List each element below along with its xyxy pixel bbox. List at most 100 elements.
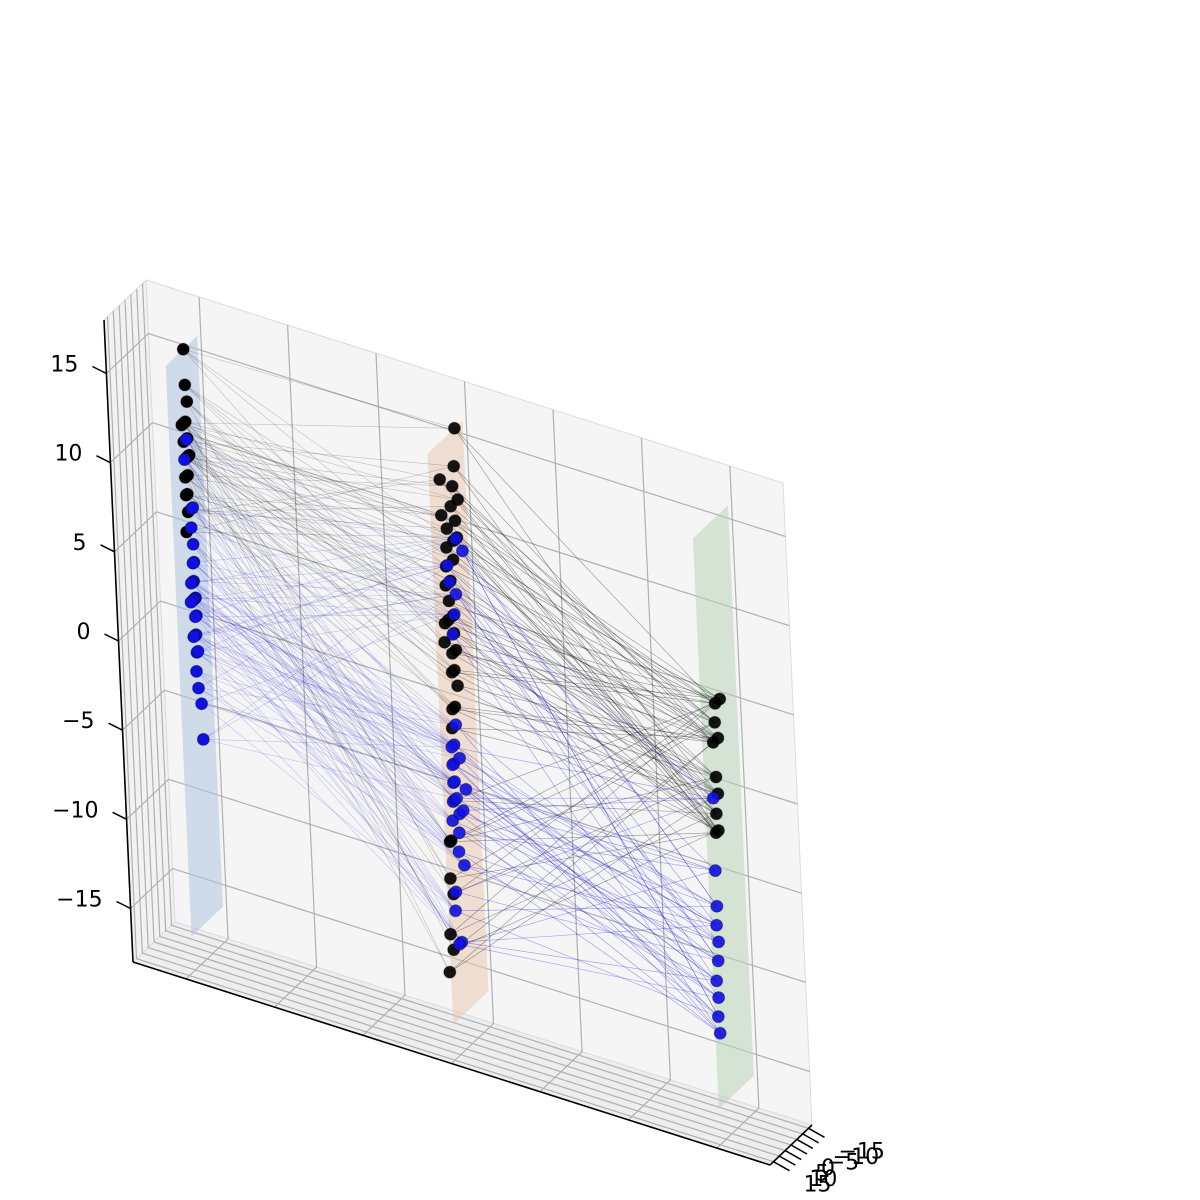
link-line (451, 672, 717, 815)
link-line (192, 581, 455, 782)
y-grid-line (141, 283, 809, 1129)
scatter-point (449, 885, 463, 899)
link-line (186, 465, 454, 533)
link-line (450, 813, 717, 935)
link-line (453, 742, 714, 951)
link-line (183, 349, 454, 542)
link-line (186, 438, 451, 973)
scatter-point (447, 421, 461, 435)
y-tick-mark (802, 1133, 820, 1144)
link-line (196, 652, 460, 853)
scatter-point (444, 834, 458, 848)
link-line (446, 547, 720, 700)
link-line (456, 537, 714, 743)
link-line (445, 585, 719, 794)
link-line (465, 789, 717, 926)
link-line (191, 583, 453, 821)
link-line (444, 623, 717, 833)
scatter-point (452, 826, 466, 840)
link-line (185, 458, 451, 879)
scatter-point (440, 522, 454, 536)
link-line (457, 685, 719, 831)
scatter-point (175, 418, 189, 432)
link-line (448, 581, 717, 926)
link-line (463, 810, 719, 962)
link-line (203, 739, 457, 799)
link-line (184, 384, 446, 586)
x-grid-line (185, 296, 229, 980)
scatter-point (444, 927, 457, 941)
scatter-point (440, 558, 454, 572)
link-line (192, 563, 456, 912)
link-line (186, 457, 453, 710)
link-line (453, 540, 717, 814)
link-line (195, 597, 455, 615)
link-line (455, 594, 719, 962)
link-line (445, 585, 719, 739)
link-line (451, 486, 719, 739)
link-line (194, 598, 457, 799)
link-line (458, 851, 719, 943)
link-line (455, 724, 719, 943)
link-line (185, 439, 457, 595)
scatter-point (709, 807, 723, 821)
scatter-point (195, 697, 209, 711)
link-line (192, 562, 455, 615)
link-line (448, 600, 717, 833)
scatter-point (433, 473, 447, 486)
link-line (449, 722, 715, 842)
link-line (450, 580, 714, 743)
link-line (451, 698, 720, 841)
link-line (448, 619, 717, 778)
link-line (445, 566, 717, 814)
link-line (195, 597, 460, 759)
link-line (454, 781, 717, 926)
scatter-point (179, 433, 193, 446)
link-line (457, 685, 714, 743)
link-line (181, 424, 440, 480)
link-line (452, 615, 719, 794)
link-line (463, 797, 714, 811)
link-line (451, 486, 719, 794)
link-line (196, 671, 463, 943)
link-line (453, 763, 719, 943)
link-line (189, 454, 454, 616)
link-line (446, 528, 715, 723)
link-line (454, 781, 717, 926)
x-grid-line (627, 437, 672, 1121)
link-line (454, 669, 720, 700)
link-line (451, 486, 719, 794)
z-grid-line (105, 332, 786, 538)
scatter-point (713, 1026, 727, 1040)
scatter-point (449, 718, 463, 732)
link-line (441, 514, 716, 704)
link-line (187, 474, 453, 487)
link-line (453, 615, 718, 739)
link-line (454, 706, 718, 739)
link-line (464, 864, 717, 982)
link-line (184, 459, 465, 866)
link-line (454, 703, 716, 801)
link-line (198, 687, 456, 726)
link-line (183, 422, 451, 842)
link-line (191, 527, 455, 615)
link-line (452, 727, 719, 794)
correspondence-lines (181, 348, 721, 1034)
x-grid-line (539, 409, 583, 1093)
link-line (451, 746, 719, 962)
link-line (452, 801, 716, 871)
link-line (455, 891, 719, 962)
scatter-point (459, 782, 473, 796)
link-line (196, 565, 448, 635)
scatter-point (711, 824, 725, 837)
link-line (183, 349, 447, 567)
link-line (196, 671, 465, 866)
link-line (453, 540, 716, 704)
link-line (454, 520, 717, 778)
scatter-point (448, 775, 462, 789)
link-line (193, 561, 460, 852)
scatter-point (445, 665, 459, 679)
link-line (453, 465, 714, 743)
link-line (188, 454, 455, 801)
link-line (452, 727, 719, 794)
